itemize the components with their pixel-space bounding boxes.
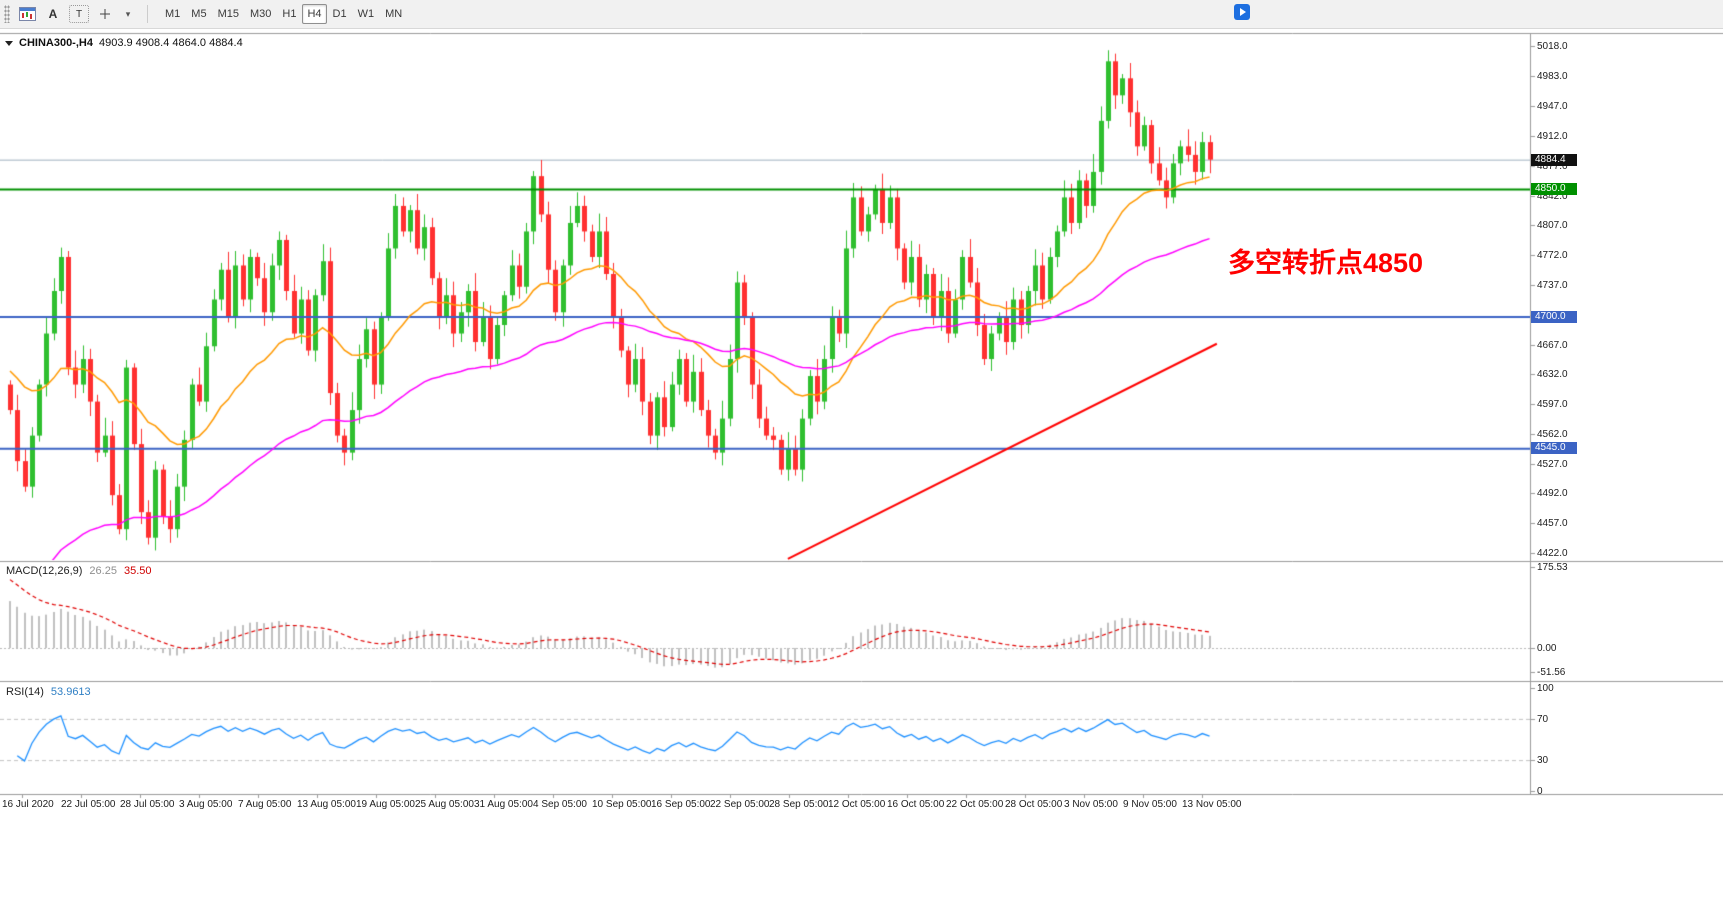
timeframe-button-m30[interactable]: M30 — [249, 8, 272, 20]
price-scale-label: 4807.0 — [1537, 220, 1568, 232]
price-badge-4700.0: 4700.0 — [1531, 310, 1577, 323]
macd-signal-value: 35.50 — [123, 565, 152, 577]
date-axis-label: 4 Sep 05:00 — [533, 799, 587, 810]
rsi-label-row: RSI(14) 53.9613 — [6, 686, 91, 698]
price-badge-4545.0: 4545.0 — [1531, 442, 1577, 455]
macd-scale-label: -51.56 — [1537, 666, 1566, 678]
price-scale-label: 4422.0 — [1537, 548, 1568, 559]
timeframe-button-m1[interactable]: M1 — [165, 8, 181, 20]
price-scale-label: 4842.0 — [1537, 190, 1568, 202]
price-scale-label: 4562.0 — [1537, 428, 1568, 440]
date-axis-label: 25 Aug 05:00 — [415, 799, 474, 810]
rsi-scale-label: 100 — [1537, 683, 1554, 694]
date-axis-label: 12 Oct 05:00 — [828, 799, 886, 810]
chart-annotation-text: 多空转折点4850 — [1228, 248, 1424, 278]
date-axis-label: 28 Oct 05:00 — [1005, 799, 1063, 810]
date-axis-label: 16 Sep 05:00 — [651, 799, 711, 810]
rsi-value: 53.9613 — [50, 686, 91, 698]
rsi-scale-label: 30 — [1537, 755, 1549, 767]
scroll-to-end-button[interactable] — [1234, 4, 1250, 20]
date-axis-label: 16 Jul 2020 — [2, 799, 54, 810]
text-box-icon: T — [69, 5, 89, 23]
text-box-tool-button[interactable]: T — [67, 3, 91, 25]
price-scale-label: 4457.0 — [1537, 518, 1568, 530]
toolbar-separator — [147, 5, 148, 23]
crosshair-tool-button[interactable] — [93, 3, 117, 25]
date-axis-label: 19 Aug 05:00 — [356, 799, 415, 810]
price-scale-label: 4492.0 — [1537, 488, 1568, 500]
text-label-tool-button[interactable]: A — [48, 7, 58, 21]
date-axis-label: 22 Sep 05:00 — [710, 799, 770, 810]
date-axis-label: 16 Oct 05:00 — [887, 799, 945, 810]
timeframe-button-h4[interactable]: H4 — [302, 4, 327, 24]
new-chart-button[interactable] — [15, 3, 39, 25]
date-axis-label: 31 Aug 05:00 — [474, 799, 533, 810]
chart-window-icon — [18, 7, 36, 21]
date-axis-label: 13 Nov 05:00 — [1182, 799, 1242, 810]
price-scale-label: 4877.0 — [1537, 160, 1568, 172]
date-axis-label: 10 Sep 05:00 — [592, 799, 652, 810]
rsi-indicator-name: RSI(14) — [6, 686, 44, 698]
toolbar: A T ▾ M1 M5 M15 M30 H1 H4 D1 W1 MN — [0, 0, 1723, 29]
date-axis-label: 7 Aug 05:00 — [238, 799, 292, 810]
price-scale-label: 4772.0 — [1537, 250, 1568, 262]
macd-main-value: 26.25 — [89, 565, 117, 577]
price-scale-label: 4597.0 — [1537, 399, 1568, 411]
timeframe-group: M1 M5 M15 M30 H1 H4 D1 W1 MN — [160, 4, 407, 24]
timeframe-button-d1[interactable]: D1 — [332, 8, 347, 20]
rsi-scale-label: 70 — [1537, 713, 1549, 725]
price-scale-label: 4983.0 — [1537, 70, 1568, 82]
macd-scale-label: 175.53 — [1537, 562, 1568, 574]
chart-title-row: CHINA300-,H4 4903.9 4908.4 4864.0 4884.4 — [5, 37, 243, 49]
date-axis-label: 3 Aug 05:00 — [179, 799, 233, 810]
timeframe-button-m15[interactable]: M15 — [217, 8, 239, 20]
timeframe-button-w1[interactable]: W1 — [357, 8, 375, 20]
chart-symbol-label: CHINA300-,H4 — [19, 37, 93, 49]
price-scale-label: 4527.0 — [1537, 458, 1568, 470]
timeframe-button-h1[interactable]: H1 — [282, 8, 297, 20]
price-scale-label: 4912.0 — [1537, 131, 1568, 143]
date-axis-label: 22 Jul 05:00 — [61, 799, 116, 810]
price-scale-label: 4632.0 — [1537, 369, 1568, 381]
symbol-menu-triangle-icon[interactable] — [5, 40, 13, 46]
timeframe-button-mn[interactable]: MN — [385, 8, 403, 20]
price-scale-label: 4667.0 — [1537, 339, 1568, 351]
price-scale-label: 5018.0 — [1537, 41, 1568, 52]
date-axis-label: 28 Sep 05:00 — [769, 799, 829, 810]
crosshair-icon — [100, 9, 110, 19]
price-scale-label: 4737.0 — [1537, 280, 1568, 292]
price-badge-4884.4: 4884.4 — [1531, 153, 1577, 166]
macd-label-row: MACD(12,26,9) 26.25 35.50 — [6, 565, 151, 577]
rsi-scale-label: 0 — [1537, 786, 1543, 797]
macd-scale-label: 0.00 — [1537, 643, 1557, 654]
toolbar-drag-handle[interactable] — [4, 5, 10, 23]
date-axis-label: 22 Oct 05:00 — [946, 799, 1004, 810]
date-axis-label: 28 Jul 05:00 — [120, 799, 175, 810]
timeframe-button-m5[interactable]: M5 — [191, 8, 207, 20]
date-axis-label: 13 Aug 05:00 — [297, 799, 356, 810]
date-axis-label: 9 Nov 05:00 — [1123, 799, 1177, 810]
chart-ohlc-values: 4903.9 4908.4 4864.0 4884.4 — [98, 37, 243, 49]
price-scale-label: 4947.0 — [1537, 101, 1568, 113]
price-badge-4850.0: 4850.0 — [1531, 182, 1577, 195]
tools-dropdown-caret[interactable]: ▾ — [125, 8, 131, 19]
date-axis-label: 3 Nov 05:00 — [1064, 799, 1118, 810]
macd-indicator-name: MACD(12,26,9) — [6, 565, 83, 577]
